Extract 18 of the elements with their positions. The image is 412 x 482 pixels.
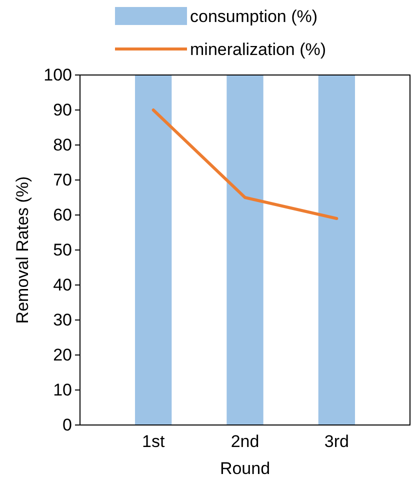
y-tick-label: 80 bbox=[53, 135, 72, 154]
y-tick-label: 70 bbox=[53, 170, 72, 190]
y-tick-label: 100 bbox=[44, 65, 72, 84]
y-tick-label: 20 bbox=[53, 345, 72, 364]
x-axis-title: Round bbox=[220, 459, 270, 478]
x-tick-label: 1st bbox=[142, 432, 165, 452]
legend-label: mineralization (%) bbox=[190, 40, 326, 59]
y-tick-label: 50 bbox=[53, 240, 72, 260]
y-tick-label: 0 bbox=[62, 415, 72, 434]
x-tick-label: 2nd bbox=[230, 432, 260, 452]
y-tick-label: 40 bbox=[53, 275, 72, 294]
y-tick-label: 10 bbox=[53, 380, 72, 400]
y-tick-label: 60 bbox=[53, 205, 72, 224]
x-tick-label: 3rd bbox=[324, 432, 349, 452]
y-tick-label: 90 bbox=[53, 100, 72, 120]
legend-label: consumption (%) bbox=[190, 7, 318, 26]
y-axis-title: Removal Rates (%) bbox=[13, 176, 32, 324]
y-tick-label: 30 bbox=[53, 310, 72, 330]
